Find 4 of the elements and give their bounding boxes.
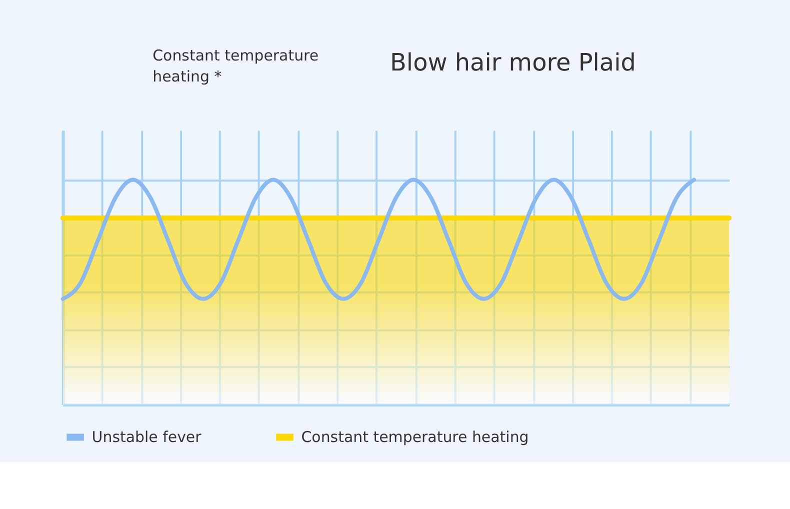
legend-label: Unstable fever xyxy=(92,428,202,446)
legend-label: Constant temperature heating xyxy=(301,428,529,446)
text: Constant temperature heating * xyxy=(152,46,319,86)
chart-title: Blow hair more Plaid xyxy=(390,48,636,76)
